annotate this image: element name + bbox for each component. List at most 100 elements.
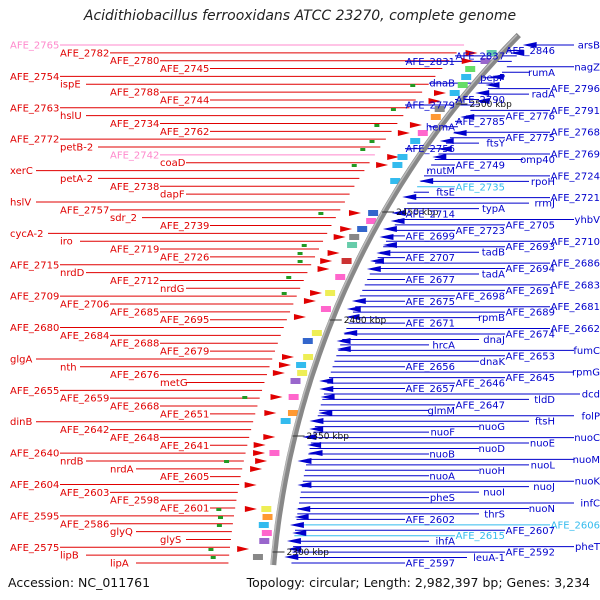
right-gene-label: AFE_2831 bbox=[406, 57, 455, 68]
right-gene-label: AFE_2785 bbox=[456, 117, 505, 128]
reverse-gene-arrow bbox=[297, 458, 312, 464]
feature-block bbox=[258, 522, 269, 528]
forward-gene-arrow bbox=[348, 210, 361, 216]
feature-block bbox=[311, 330, 322, 336]
left-gene-label: AFE_2655 bbox=[10, 386, 59, 397]
left-gene-label: AFE_2648 bbox=[110, 433, 159, 444]
right-gene-label: tadB bbox=[482, 248, 505, 259]
reverse-gene-arrow bbox=[489, 74, 504, 80]
forward-gene-arrow bbox=[387, 154, 400, 160]
right-gene-label: nuoD bbox=[479, 444, 506, 455]
right-gene-label: AFE_2606 bbox=[551, 520, 600, 531]
reverse-gene-arrow bbox=[346, 306, 361, 312]
forward-gene-arrow bbox=[327, 250, 340, 256]
reverse-gene-arrow bbox=[369, 258, 384, 264]
right-gene-label: arsB bbox=[578, 41, 600, 52]
forward-gene-arrow bbox=[310, 290, 323, 296]
feature-tick bbox=[224, 460, 230, 463]
feature-tick bbox=[351, 164, 357, 167]
feature-block bbox=[341, 258, 352, 264]
left-gene-label: AFE_2715 bbox=[10, 260, 59, 271]
right-gene-label: nuoG bbox=[478, 422, 505, 433]
left-gene-label: AFE_2695 bbox=[160, 315, 209, 326]
right-gene-label: AFE_2768 bbox=[551, 128, 600, 139]
right-gene-label: AFE_2681 bbox=[551, 302, 600, 313]
right-gene-label: nuoA bbox=[429, 471, 455, 482]
forward-gene-arrow bbox=[250, 466, 263, 472]
feature-block bbox=[368, 210, 379, 216]
ruler-label: 2300 kbp bbox=[287, 548, 330, 558]
reverse-gene-arrow bbox=[382, 226, 397, 232]
reverse-gene-arrow bbox=[439, 138, 454, 144]
forward-gene-arrow bbox=[244, 482, 257, 488]
left-gene-label: AFE_2684 bbox=[60, 331, 109, 342]
left-gene-label: AFE_2772 bbox=[10, 135, 59, 146]
reverse-gene-arrow bbox=[336, 346, 351, 352]
left-gene-label: AFE_2605 bbox=[160, 472, 209, 483]
left-gene-label: nrdA bbox=[110, 464, 134, 475]
right-gene-label: AFE_2694 bbox=[506, 264, 555, 275]
reverse-gene-arrow bbox=[297, 482, 312, 488]
right-gene-label: nuoC bbox=[574, 433, 600, 444]
feature-tick bbox=[301, 244, 307, 247]
right-gene-label: AFE_2615 bbox=[456, 531, 505, 542]
right-gene-label: AFE_2698 bbox=[456, 291, 505, 302]
feature-block bbox=[465, 66, 476, 72]
left-gene-label: AFE_2726 bbox=[160, 252, 209, 263]
left-gene-label: AFE_2601 bbox=[160, 504, 209, 515]
left-gene-label: AFE_2782 bbox=[60, 48, 109, 59]
reverse-gene-arrow bbox=[522, 42, 537, 48]
left-gene-label: AFE_2719 bbox=[110, 245, 159, 256]
forward-gene-arrow bbox=[237, 546, 250, 552]
genome-summary-text: Topology: circular; Length: 2,982,397 bp… bbox=[246, 575, 590, 590]
left-gene-label: iro bbox=[60, 237, 73, 248]
right-gene-label: AFE_2691 bbox=[506, 286, 555, 297]
right-gene-label: ftsH bbox=[535, 417, 555, 428]
right-gene-label: AFE_2693 bbox=[506, 242, 555, 253]
right-gene-label: AFE_2721 bbox=[551, 193, 600, 204]
feature-tick bbox=[410, 84, 416, 87]
right-gene-label: AFE_2677 bbox=[406, 275, 455, 286]
right-gene-label: AFE_2653 bbox=[506, 351, 555, 362]
ruler-label: 2500 kbp bbox=[469, 100, 512, 110]
feature-block bbox=[269, 450, 280, 456]
forward-gene-arrow bbox=[253, 450, 266, 456]
reverse-gene-arrow bbox=[460, 114, 475, 120]
feature-tick bbox=[390, 108, 396, 111]
reverse-gene-arrow bbox=[475, 98, 490, 104]
left-gene-label: hslU bbox=[60, 111, 82, 122]
forward-gene-arrow bbox=[263, 434, 276, 440]
left-gene-label: AFE_2659 bbox=[60, 394, 109, 405]
feature-block bbox=[486, 50, 497, 56]
feature-tick bbox=[210, 556, 216, 559]
left-gene-label: AFE_2598 bbox=[110, 496, 159, 507]
right-gene-label: AFE_2607 bbox=[506, 526, 555, 537]
right-gene-label: AFE_2656 bbox=[406, 362, 455, 373]
left-gene-label: AFE_2762 bbox=[160, 127, 209, 138]
feature-tick bbox=[216, 508, 222, 511]
right-gene-label: infC bbox=[580, 499, 600, 510]
right-gene-label: ftsE bbox=[436, 188, 455, 199]
map-title: Acidithiobacillus ferrooxidans ATCC 2327… bbox=[83, 8, 517, 24]
forward-gene-arrow bbox=[320, 258, 333, 264]
reverse-gene-arrow bbox=[475, 90, 490, 96]
feature-tick bbox=[217, 516, 223, 519]
left-gene-label: AFE_2688 bbox=[110, 339, 159, 350]
feature-block bbox=[320, 306, 331, 312]
reverse-gene-arrow bbox=[419, 178, 434, 184]
left-gene-label: AFE_2586 bbox=[60, 519, 109, 530]
left-gene-label: AFE_2640 bbox=[10, 449, 59, 460]
right-gene-label: AFE_2724 bbox=[551, 171, 600, 182]
right-gene-label: AFE_2662 bbox=[551, 324, 600, 335]
reverse-gene-arrow bbox=[320, 394, 335, 400]
reverse-gene-arrow bbox=[345, 314, 360, 320]
forward-gene-arrow bbox=[317, 266, 330, 272]
reverse-gene-arrow bbox=[319, 386, 334, 392]
left-gene-label: AFE_2744 bbox=[160, 95, 209, 106]
forward-gene-arrow bbox=[433, 90, 446, 96]
feature-block bbox=[297, 370, 308, 376]
right-gene-label: dnaJ bbox=[483, 335, 505, 346]
right-gene-label: nuoK bbox=[575, 477, 600, 488]
